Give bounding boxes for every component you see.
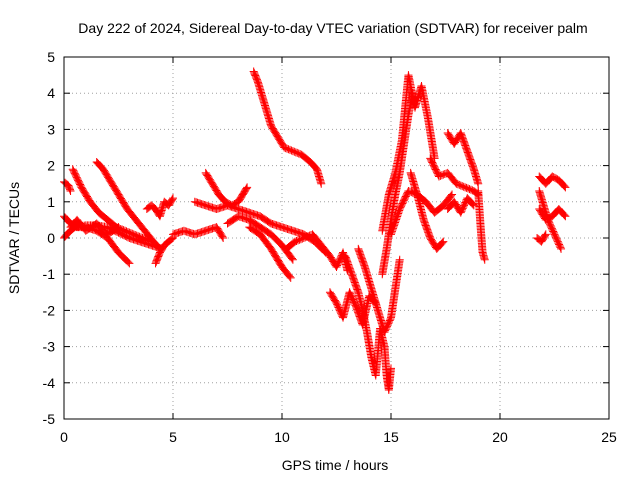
series-arc-a <box>60 177 75 195</box>
data-points <box>60 67 570 395</box>
data-point <box>560 182 569 191</box>
data-point <box>124 258 133 267</box>
data-point <box>243 183 252 192</box>
y-tick-label: 1 <box>47 194 55 210</box>
data-point <box>65 185 74 194</box>
data-point <box>541 231 550 240</box>
y-tick-label: 3 <box>47 121 55 137</box>
series-arc-aa <box>535 172 570 192</box>
series-arc-o <box>282 230 352 275</box>
x-tick-labels: 0 5 10 15 20 25 <box>60 429 617 445</box>
data-point <box>468 200 477 209</box>
data-point <box>439 237 448 246</box>
y-axis-label: SDTVAR / TECUs <box>6 182 22 294</box>
data-point <box>285 272 294 281</box>
x-tick-label: 5 <box>169 429 177 445</box>
series-arc-f <box>66 215 123 239</box>
series-arc-ad <box>533 230 550 246</box>
series-arc-g <box>142 194 177 221</box>
series-arc-e <box>92 157 164 253</box>
data-point <box>218 232 227 241</box>
data-point <box>467 199 476 208</box>
data-point <box>561 212 570 221</box>
data-point <box>125 259 134 268</box>
x-axis-label: GPS time / hours <box>282 457 389 473</box>
data-point <box>387 364 395 373</box>
data-point <box>219 234 228 242</box>
data-point <box>469 201 478 210</box>
y-tick-label: 2 <box>47 158 55 174</box>
data-point <box>114 223 123 232</box>
data-point <box>560 211 569 220</box>
series-arc-s <box>378 89 417 279</box>
series-arc-m <box>245 223 295 282</box>
series-arc-v <box>406 168 448 253</box>
data-point <box>242 184 251 193</box>
x-tick-label: 25 <box>601 429 617 445</box>
y-tick-labels: 5 4 3 2 1 0 -1 -2 -3 -4 -5 <box>43 49 56 427</box>
x-tick-label: 0 <box>60 429 68 445</box>
data-point <box>474 179 483 188</box>
series-arc-z <box>474 186 489 264</box>
data-point <box>66 186 75 195</box>
data-point <box>557 244 566 253</box>
series-arc-q <box>341 252 395 395</box>
x-tick-label: 10 <box>274 429 290 445</box>
data-point <box>559 181 568 190</box>
data-point <box>287 254 296 263</box>
data-point <box>317 179 326 188</box>
data-point <box>437 239 446 248</box>
series-arc-w <box>426 154 483 199</box>
plot-frame <box>63 56 610 420</box>
data-point <box>448 190 457 199</box>
data-point <box>395 255 404 264</box>
series-arc-ac <box>535 186 566 253</box>
series-arc-d <box>68 165 156 246</box>
series-arc-x <box>443 129 483 188</box>
y-tick-label: 4 <box>47 85 55 101</box>
data-point <box>559 210 568 219</box>
series-arc-i <box>169 223 228 242</box>
y-tick-label: -3 <box>43 339 56 355</box>
data-point <box>167 234 176 243</box>
data-point <box>169 194 177 203</box>
y-tick-label: -5 <box>43 411 56 427</box>
data-point <box>168 195 177 204</box>
y-tick-label: -4 <box>43 375 56 391</box>
x-tick-label: 15 <box>383 429 399 445</box>
series-arc-y <box>443 194 478 217</box>
data-point <box>480 255 489 264</box>
y-tick-label: 0 <box>47 230 55 246</box>
data-point <box>447 191 456 200</box>
series-arc-r <box>354 244 404 337</box>
data-point <box>541 230 550 239</box>
data-point <box>288 255 297 264</box>
data-point <box>556 243 565 252</box>
series-arc-n <box>249 67 326 188</box>
series-arc-t <box>378 71 439 235</box>
data-point <box>286 273 295 282</box>
data-point <box>113 223 122 232</box>
y-tick-label: 5 <box>47 49 55 65</box>
data-point <box>438 238 447 247</box>
series-arc-h <box>151 234 177 268</box>
grid-lines <box>64 57 609 419</box>
y-tick-label: -2 <box>43 302 56 318</box>
series-arc-l <box>223 212 297 264</box>
x-tick-label: 20 <box>492 429 508 445</box>
data-point <box>561 183 570 192</box>
chart-title: Day 222 of 2024, Sidereal Day-to-day VTE… <box>78 20 587 36</box>
y-tick-label: -1 <box>43 266 56 282</box>
